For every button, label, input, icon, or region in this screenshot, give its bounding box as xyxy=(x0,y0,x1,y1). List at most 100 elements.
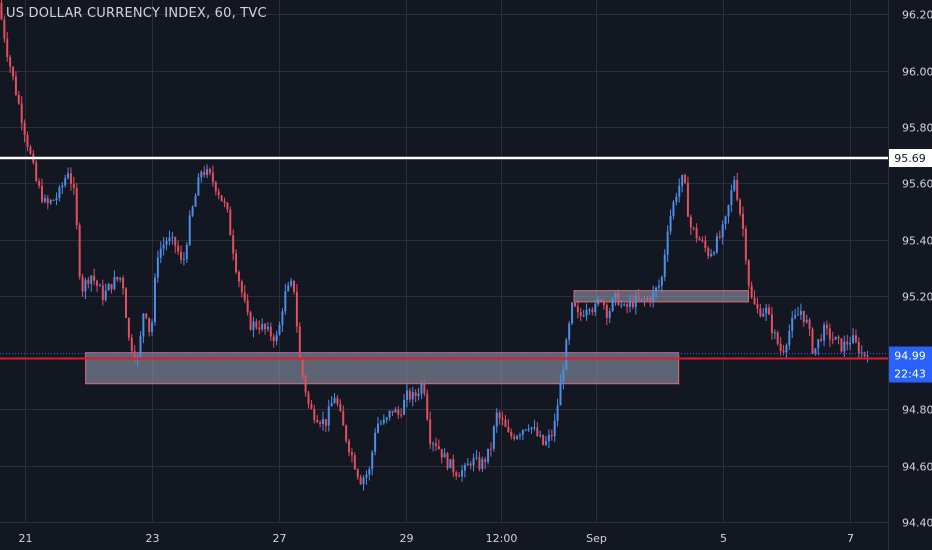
candle-body xyxy=(188,215,191,245)
candle-body xyxy=(539,434,542,436)
candle-body xyxy=(356,469,359,478)
candle-body xyxy=(614,292,617,300)
candle-body xyxy=(568,323,571,340)
candle-body xyxy=(148,317,151,332)
candle-body xyxy=(681,174,684,186)
support-zone[interactable] xyxy=(85,352,680,385)
candle-body xyxy=(698,238,701,241)
candle-body xyxy=(359,477,362,485)
candle-body xyxy=(153,277,156,323)
candle-body xyxy=(718,236,721,238)
candle-body xyxy=(542,434,545,445)
candle-body xyxy=(649,298,652,302)
candle-body xyxy=(130,337,133,352)
candle-body xyxy=(107,284,110,291)
candle-body xyxy=(689,216,692,228)
candle-body xyxy=(823,324,826,341)
candle-body xyxy=(67,173,70,179)
candle-body xyxy=(429,419,432,444)
candle-body xyxy=(185,244,188,260)
candle-body xyxy=(23,122,26,135)
candle-body xyxy=(785,345,788,353)
candle-body xyxy=(321,419,324,424)
candle-body xyxy=(768,307,771,315)
candle-body xyxy=(110,284,113,290)
candle-body xyxy=(597,299,600,305)
candle-body xyxy=(791,317,794,331)
candle-body xyxy=(837,336,840,339)
candle-body xyxy=(756,304,759,309)
candle-body xyxy=(808,319,811,329)
candle-body xyxy=(498,412,501,419)
candle-body xyxy=(762,313,765,317)
candle-body xyxy=(81,276,84,292)
candle-body xyxy=(562,369,565,382)
candle-body xyxy=(724,216,727,225)
candle-body xyxy=(249,312,252,330)
candle-body xyxy=(240,281,243,293)
y-tick-label: 95.20 xyxy=(902,291,932,304)
candle-body xyxy=(104,290,107,300)
candle-body xyxy=(69,173,72,184)
candle-body xyxy=(765,307,768,314)
candle-body xyxy=(220,195,223,202)
candle-body xyxy=(209,169,212,173)
candle-body xyxy=(675,196,678,203)
candle-body xyxy=(223,201,226,203)
candle-body xyxy=(608,310,611,318)
candle-body xyxy=(678,185,681,197)
candle-body xyxy=(261,323,264,330)
candle-body xyxy=(29,146,32,154)
time-axis[interactable]: 21 23 27 29 12:00 Sep 5 7 xyxy=(19,532,855,545)
candle-body xyxy=(174,237,177,246)
candle-body xyxy=(46,198,49,204)
candle-body xyxy=(469,463,472,466)
candle-body xyxy=(211,172,214,183)
candle-body xyxy=(278,324,281,335)
candle-body xyxy=(811,328,814,354)
candle-body xyxy=(319,422,322,424)
candle-body xyxy=(64,178,67,186)
candle-body xyxy=(78,225,81,277)
small-zone[interactable] xyxy=(573,290,749,303)
price-axis[interactable]: 96.20 96.00 95.80 95.60 95.40 95.20 94.80 94.60… xyxy=(902,9,932,530)
candle-body xyxy=(17,94,20,104)
candle-body xyxy=(582,315,585,317)
level-lines[interactable] xyxy=(0,156,888,360)
candle-body xyxy=(339,403,342,412)
candle-body xyxy=(727,204,730,217)
candle-body xyxy=(695,228,698,239)
candle-body xyxy=(602,301,605,306)
y-tick-label: 94.60 xyxy=(902,461,932,474)
candle-body xyxy=(533,427,536,429)
candle-body xyxy=(684,174,687,183)
candle-body xyxy=(782,350,785,353)
candle-body xyxy=(61,185,64,188)
y-tick-label: 95.40 xyxy=(902,235,932,248)
candle-body xyxy=(290,280,293,286)
candle-body xyxy=(295,291,298,327)
candle-body xyxy=(443,453,446,458)
candle-body xyxy=(707,248,710,257)
candle-body xyxy=(426,393,429,420)
candle-body xyxy=(266,326,269,330)
candle-body xyxy=(730,190,733,205)
y-tick-label: 95.80 xyxy=(902,122,932,135)
candle-body xyxy=(713,252,716,254)
candle-body xyxy=(168,237,171,242)
candle-body xyxy=(113,276,116,290)
candle-body xyxy=(626,304,629,307)
candle-body xyxy=(834,336,837,340)
candle-body xyxy=(232,235,235,254)
candle-body xyxy=(75,187,78,226)
candle-body xyxy=(779,343,782,351)
candle-body xyxy=(162,244,165,249)
candle-body xyxy=(368,469,371,475)
candle-body xyxy=(417,393,420,397)
candle-body xyxy=(721,224,724,238)
candle-body xyxy=(759,308,762,317)
candle-body xyxy=(379,423,382,425)
candle-body xyxy=(846,341,849,345)
